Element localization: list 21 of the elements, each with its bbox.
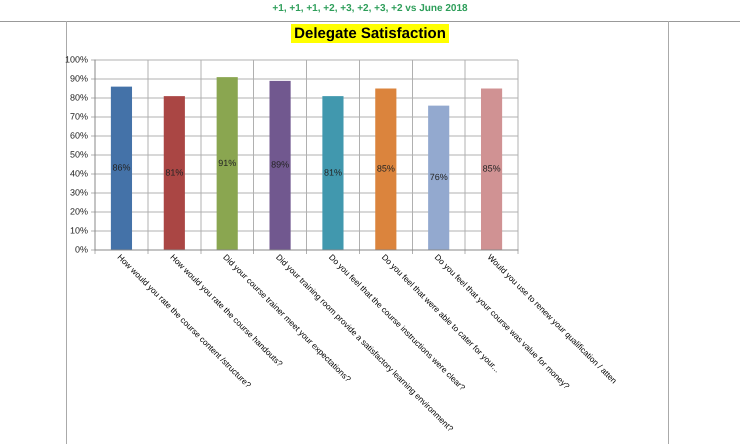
data-label: 81% (165, 167, 184, 178)
y-tick-label: 70% (70, 111, 88, 122)
y-tick-label: 80% (70, 92, 88, 102)
y-tick-label: 60% (70, 130, 88, 140)
data-label: 85% (376, 163, 395, 174)
chart-title: Delegate Satisfaction (291, 24, 449, 43)
data-label: 91% (218, 158, 236, 168)
y-tick-label: 90% (70, 73, 88, 84)
y-tick-label: 20% (70, 206, 88, 216)
y-tick-label: 100% (64, 54, 88, 64)
chart-subtitle: +1, +1, +1, +2, +3, +2, +3, +2 vs June 2018 (271, 3, 469, 14)
y-tick-label: 40% (70, 168, 88, 178)
data-label: 89% (271, 160, 290, 170)
y-tick-label: 50% (70, 149, 88, 160)
data-label: 85% (482, 163, 501, 174)
data-label: 86% (112, 162, 130, 173)
y-tick-label: 0% (75, 244, 88, 254)
y-tick-label: 10% (70, 225, 88, 236)
data-label: 81% (324, 167, 342, 178)
data-label: 76% (430, 172, 448, 182)
y-tick-label: 30% (70, 187, 88, 198)
